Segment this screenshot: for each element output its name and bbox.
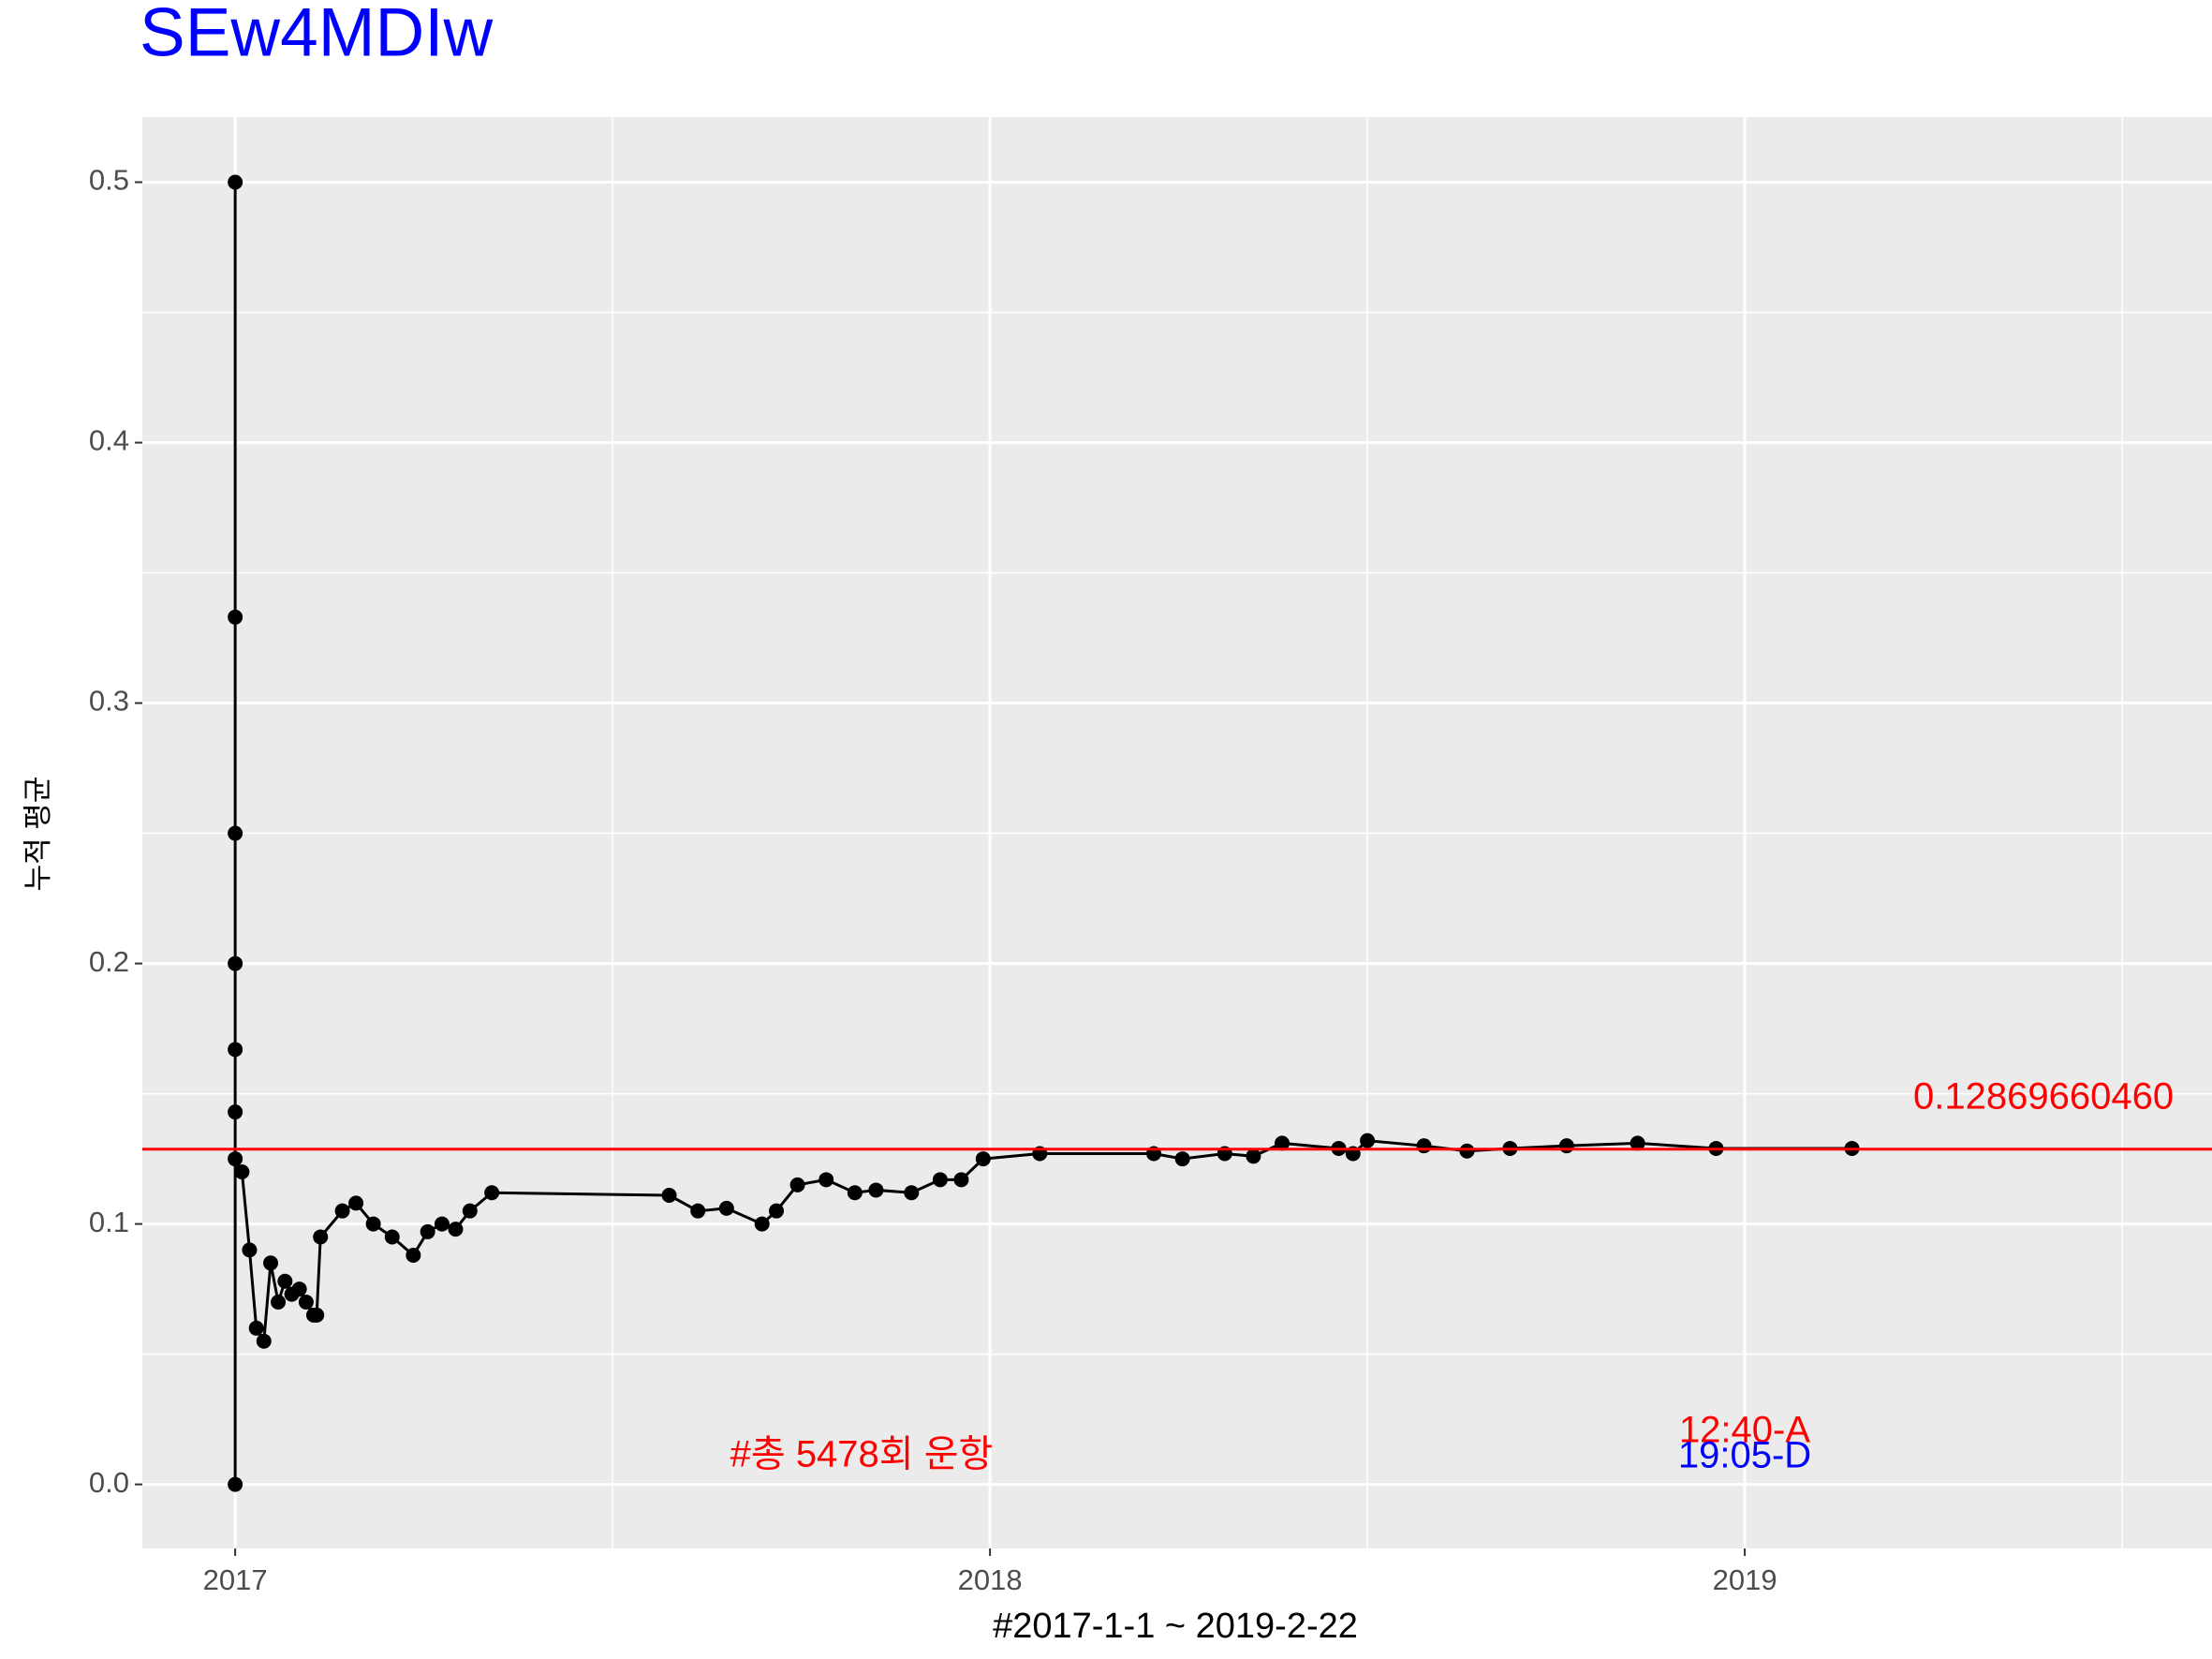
data-point [868,1182,884,1198]
data-point [448,1222,464,1237]
y-tick-label: 0.5 [89,164,129,197]
data-point [263,1255,279,1271]
annotation: 19:05-D [1678,1435,1811,1476]
data-point [462,1203,478,1219]
data-point [242,1242,258,1258]
data-point [248,1320,264,1336]
data-point [228,174,243,190]
x-tick-label: 2018 [958,1563,1023,1596]
data-point [932,1172,948,1188]
chart-title: SEw4MDIw [140,0,494,70]
data-point [769,1203,785,1219]
data-point [904,1185,920,1201]
data-point [975,1151,991,1167]
data-point [298,1294,314,1310]
data-point [234,1163,250,1179]
data-point [313,1229,329,1245]
y-tick-label: 0.4 [89,424,129,457]
data-point [277,1273,293,1289]
data-point [348,1195,364,1211]
data-point [365,1216,381,1232]
data-point [953,1172,969,1188]
x-tick-label: 2017 [203,1563,268,1596]
data-point [690,1203,706,1219]
data-point [1174,1151,1190,1167]
data-point [1558,1138,1574,1154]
data-point [256,1333,272,1349]
data-point [384,1229,400,1245]
data-point [661,1188,677,1204]
data-point [1275,1135,1290,1151]
data-point [228,1042,243,1058]
data-point [228,609,243,625]
data-point [228,825,243,841]
data-point [789,1177,805,1192]
data-point [228,955,243,971]
data-point [1246,1148,1261,1164]
data-point [406,1247,421,1263]
data-point [847,1185,863,1201]
x-tick-label: 2019 [1713,1563,1777,1596]
data-point [228,1476,243,1492]
y-tick-label: 0.1 [89,1206,129,1238]
annotation: #총 5478회 운항 [730,1434,994,1475]
y-axis-title: 누적 평균 [22,777,54,892]
data-point [718,1200,734,1216]
y-tick-label: 0.3 [89,685,129,718]
data-point [228,1151,243,1167]
reference-label: 0.12869660460 [1913,1076,2174,1118]
data-point [434,1216,450,1232]
data-point [309,1307,325,1323]
data-point [228,1104,243,1120]
data-point [1459,1143,1475,1159]
data-point [754,1216,770,1232]
series-line [233,182,1852,1485]
data-point [484,1185,500,1201]
y-tick-label: 0.2 [89,945,129,978]
data-point [1630,1135,1645,1151]
y-tick-label: 0.0 [89,1466,129,1499]
data-point [1360,1133,1376,1148]
data-point [271,1294,287,1310]
data-point [334,1203,350,1219]
data-point [1416,1138,1432,1154]
data-point [818,1172,834,1188]
x-axis-title: #2017-1-1 ~ 2019-2-22 [993,1607,1358,1646]
data-point [420,1223,435,1239]
annotation: 12:40-A [1679,1410,1810,1451]
data-point [291,1281,307,1297]
